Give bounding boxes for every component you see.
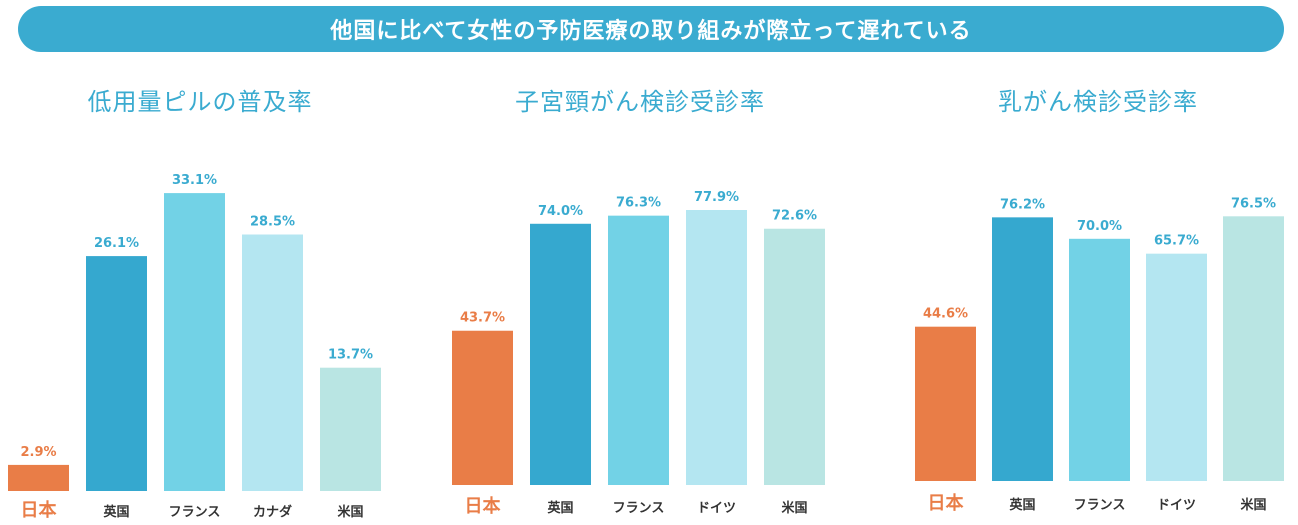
- bar-breast-1: [992, 217, 1053, 481]
- value-label-pill-3: 28.5%: [250, 215, 295, 230]
- category-label-pill-1: 英国: [102, 504, 129, 520]
- category-label-cervical-4: 米国: [781, 500, 807, 516]
- bar-chart-cervical: 43.7% 日本 74.0% 英国 76.3% フランス 77.9% ドイツ 72.6% 米国: [452, 190, 825, 517]
- category-label-breast-3: ドイツ: [1157, 498, 1196, 513]
- bar-breast-4: [1223, 216, 1284, 481]
- bar-cervical-2: [608, 215, 669, 485]
- category-label-cervical-2: フランス: [613, 501, 665, 516]
- category-label-pill-3: カナダ: [253, 504, 292, 520]
- bar-cervical-4: [764, 228, 825, 486]
- value-label-pill-2: 33.1%: [172, 173, 217, 188]
- category-label-breast-0: 日本: [928, 492, 964, 514]
- value-label-pill-1: 26.1%: [94, 236, 139, 251]
- category-label-breast-2: フランス: [1074, 498, 1126, 513]
- value-label-breast-4: 76.5%: [1231, 196, 1276, 211]
- chart-title-pill: 低用量ピルの普及率: [87, 88, 313, 116]
- bar-pill-1: [86, 256, 147, 491]
- chart-panel-breast: 乳がん検診受診率 44.6% 日本 76.2% 英国 70.0% フランス 65.7% ドイツ…: [898, 0, 1298, 525]
- category-label-cervical-3: ドイツ: [697, 501, 736, 516]
- bar-breast-0: [915, 326, 976, 481]
- value-label-cervical-2: 76.3%: [616, 196, 661, 211]
- chart-title-breast: 乳がん検診受診率: [998, 88, 1198, 116]
- bar-pill-3: [242, 234, 303, 491]
- category-label-breast-1: 英国: [1008, 497, 1035, 513]
- value-label-cervical-3: 77.9%: [694, 190, 739, 205]
- value-label-breast-0: 44.6%: [923, 307, 968, 322]
- bar-pill-0: [8, 464, 69, 491]
- value-label-cervical-1: 74.0%: [538, 204, 583, 219]
- bar-pill-2: [164, 193, 225, 491]
- chart-panel-pill: 低用量ピルの普及率 2.9% 日本 26.1% 英国 33.1% フランス 28.5% カナダ…: [0, 0, 400, 525]
- value-label-breast-3: 65.7%: [1154, 234, 1199, 249]
- bar-chart-pill: 2.9% 日本 26.1% 英国 33.1% フランス 28.5% カナダ 13.7% 米国: [8, 173, 381, 521]
- value-label-cervical-0: 43.7%: [460, 311, 505, 326]
- value-label-cervical-4: 72.6%: [772, 209, 817, 224]
- chart-panel-cervical: 子宮頸がん検診受診率 43.7% 日本 74.0% 英国 76.3% フランス 77.9% ド…: [440, 0, 840, 525]
- bar-cervical-1: [530, 223, 591, 485]
- value-label-pill-4: 13.7%: [328, 348, 373, 363]
- category-label-pill-4: 米国: [337, 504, 363, 520]
- bar-breast-3: [1146, 253, 1207, 481]
- bar-cervical-3: [686, 210, 747, 485]
- chart-title-cervical: 子宮頸がん検診受診率: [515, 88, 765, 116]
- headline-text: 他国に比べて女性の予防医療の取り組みが際立って遅れている: [330, 19, 972, 44]
- headline-banner: 他国に比べて女性の予防医療の取り組みが際立って遅れている: [18, 6, 1284, 52]
- category-label-pill-0: 日本: [21, 499, 57, 521]
- value-label-breast-1: 76.2%: [1000, 197, 1045, 212]
- category-label-pill-2: フランス: [169, 505, 221, 520]
- bar-cervical-0: [452, 330, 513, 485]
- value-label-pill-0: 2.9%: [20, 445, 56, 460]
- category-label-breast-4: 米国: [1240, 497, 1266, 513]
- bar-pill-4: [320, 367, 381, 491]
- category-label-cervical-1: 英国: [546, 500, 573, 516]
- bar-chart-breast: 44.6% 日本 76.2% 英国 70.0% フランス 65.7% ドイツ 76.5% 米国: [915, 196, 1284, 514]
- bar-breast-2: [1069, 238, 1130, 481]
- value-label-breast-2: 70.0%: [1077, 219, 1122, 234]
- category-label-cervical-0: 日本: [465, 495, 501, 517]
